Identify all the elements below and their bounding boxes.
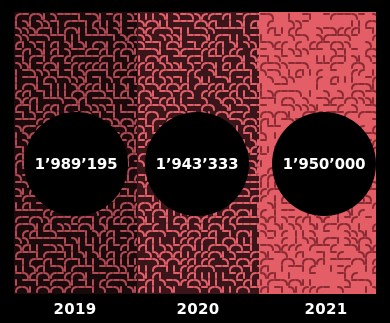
year-label-2020: 2020 xyxy=(176,300,220,318)
panel-2020: 1’943’333 xyxy=(137,12,259,294)
value-2021: 1’950’000 xyxy=(282,155,366,173)
value-2019: 1’989’195 xyxy=(34,155,118,173)
year-label-2019: 2019 xyxy=(53,300,97,318)
year-label-2021: 2021 xyxy=(304,300,348,318)
panel-2019: 1’989’195 xyxy=(14,12,137,294)
value-disc-2020: 1’943’333 xyxy=(145,112,249,216)
panel-2021: 1’950’000 xyxy=(259,12,376,294)
value-disc-2019: 1’989’195 xyxy=(24,112,128,216)
value-disc-2021: 1’950’000 xyxy=(272,112,376,216)
panels-row: 1’989’195 1’943’333 1’950’000 xyxy=(14,12,376,294)
value-2020: 1’943’333 xyxy=(155,155,239,173)
